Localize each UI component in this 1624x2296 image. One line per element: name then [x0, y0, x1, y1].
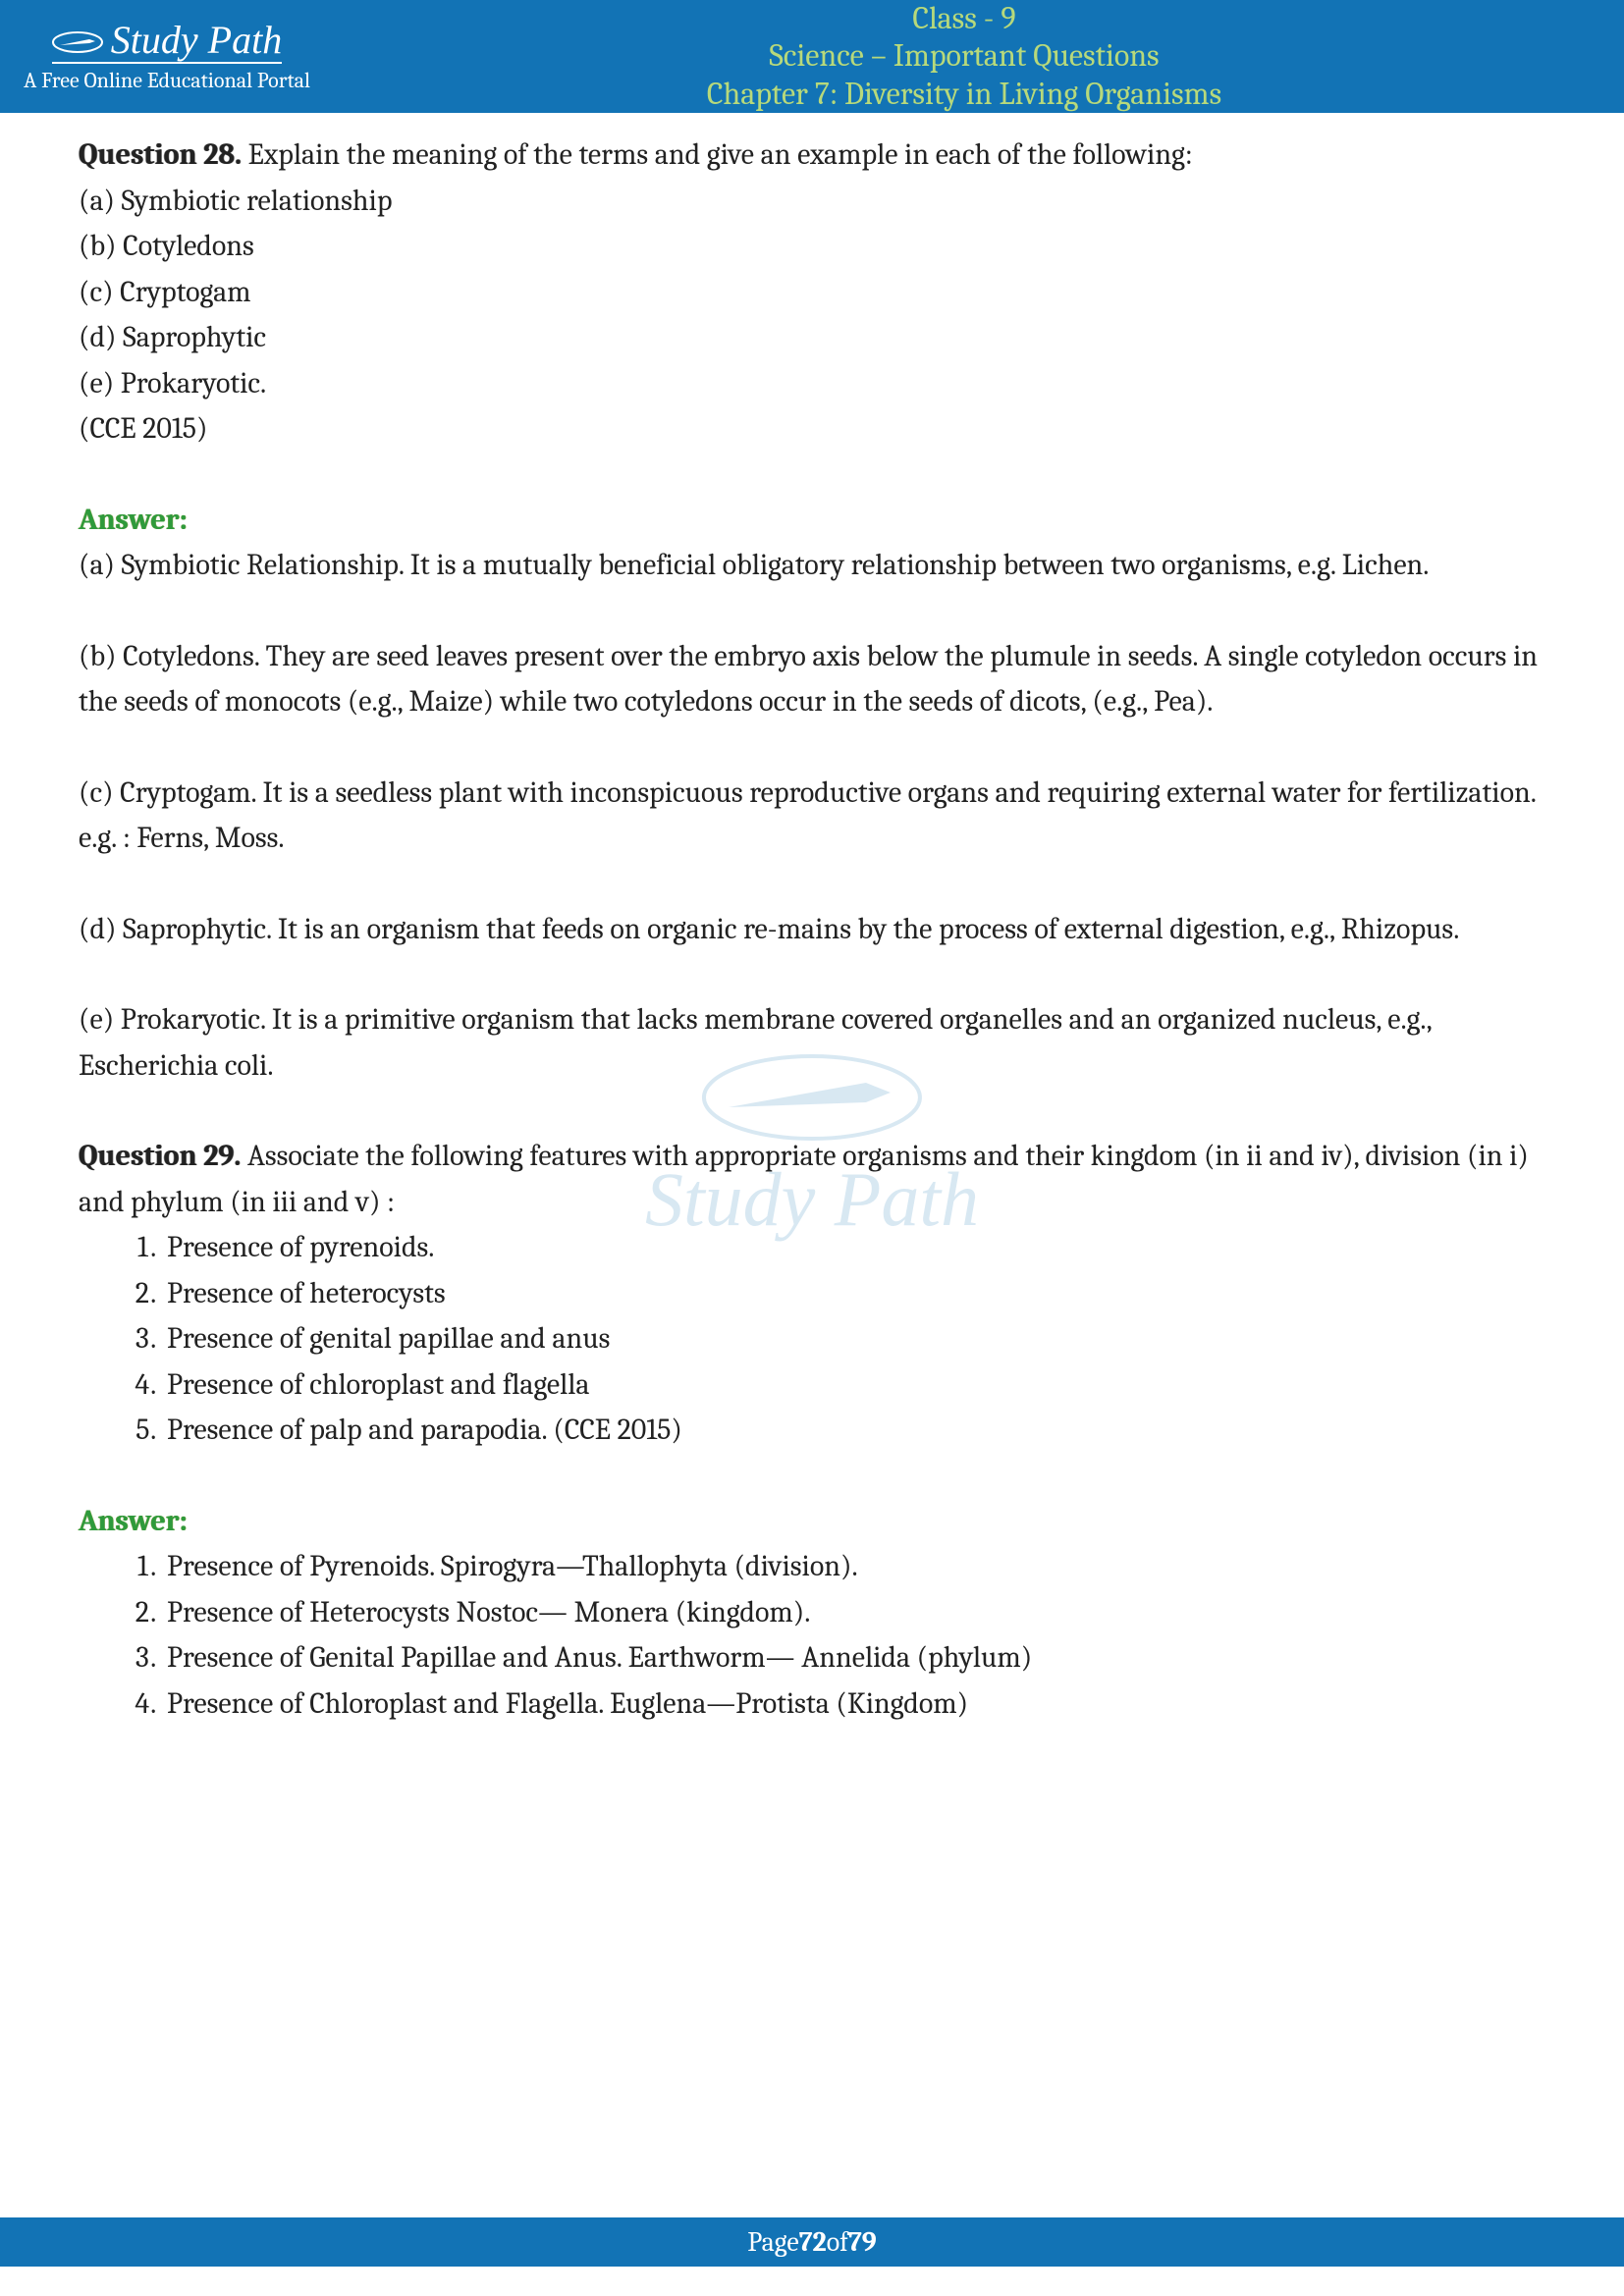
- list-item: Presence of Heterocysts Nostoc— Monera (…: [162, 1590, 1545, 1636]
- list-item: Presence of Chloroplast and Flagella. Eu…: [162, 1682, 1545, 1728]
- answer-paragraph: (e) Prokaryotic. It is a primitive organ…: [79, 997, 1545, 1089]
- page-content: Question 28. Explain the meaning of the …: [0, 113, 1624, 1727]
- question-label: Question 29.: [79, 1139, 241, 1173]
- question-option: (c) Cryptogam: [79, 270, 1545, 316]
- question-prompt: Explain the meaning of the terms and giv…: [242, 137, 1193, 172]
- logo-subtitle: A Free Online Educational Portal: [24, 68, 310, 93]
- page-header: Study Path A Free Online Educational Por…: [0, 0, 1624, 113]
- answer-label: Answer:: [79, 498, 1545, 544]
- question-block: Question 29. Associate the following fea…: [79, 1134, 1545, 1225]
- answer-paragraph: (d) Saprophytic. It is an organism that …: [79, 907, 1545, 953]
- question-option: (a) Symbiotic relationship: [79, 179, 1545, 225]
- pencil-icon: [52, 21, 103, 60]
- answer-list: Presence of Pyrenoids. Spirogyra—Thallop…: [79, 1544, 1545, 1727]
- question-block: Question 28. Explain the meaning of the …: [79, 133, 1545, 179]
- question-label: Question 28.: [79, 137, 242, 172]
- footer-page-current: 72: [799, 2226, 827, 2258]
- answer-label: Answer:: [79, 1499, 1545, 1545]
- question-option: (e) Prokaryotic.: [79, 361, 1545, 407]
- list-item: Presence of genital papillae and anus: [162, 1316, 1545, 1362]
- list-item: Presence of heterocysts: [162, 1271, 1545, 1317]
- page-footer: Page 72 of 79: [0, 2217, 1624, 2267]
- list-item: Presence of palp and parapodia. (CCE 201…: [162, 1408, 1545, 1454]
- question-list: Presence of pyrenoids. Presence of heter…: [79, 1225, 1545, 1454]
- question-prompt: Associate the following features with ap…: [79, 1139, 1529, 1219]
- answer-paragraph: (a) Symbiotic Relationship. It is a mutu…: [79, 543, 1545, 589]
- question-source: (CCE 2015): [79, 406, 1545, 453]
- logo-text: Study Path: [111, 21, 282, 60]
- list-item: Presence of pyrenoids.: [162, 1225, 1545, 1271]
- header-line-class: Class - 9: [319, 0, 1609, 37]
- list-item: Presence of Pyrenoids. Spirogyra—Thallop…: [162, 1544, 1545, 1590]
- header-line-subject: Science – Important Questions: [319, 37, 1609, 75]
- question-option: (b) Cotyledons: [79, 224, 1545, 270]
- list-item: Presence of Genital Papillae and Anus. E…: [162, 1635, 1545, 1682]
- logo-block: Study Path A Free Online Educational Por…: [15, 21, 319, 93]
- header-line-chapter: Chapter 7: Diversity in Living Organisms: [319, 76, 1609, 113]
- question-option: (d) Saprophytic: [79, 315, 1545, 361]
- footer-mid: of: [827, 2226, 848, 2258]
- footer-page-total: 79: [848, 2226, 877, 2258]
- list-item: Presence of chloroplast and flagella: [162, 1362, 1545, 1409]
- answer-paragraph: (c) Cryptogam. It is a seedless plant wi…: [79, 771, 1545, 862]
- footer-prefix: Page: [747, 2226, 798, 2258]
- logo: Study Path: [52, 21, 282, 64]
- answer-paragraph: (b) Cotyledons. They are seed leaves pre…: [79, 634, 1545, 725]
- header-titles: Class - 9 Science – Important Questions …: [319, 0, 1609, 113]
